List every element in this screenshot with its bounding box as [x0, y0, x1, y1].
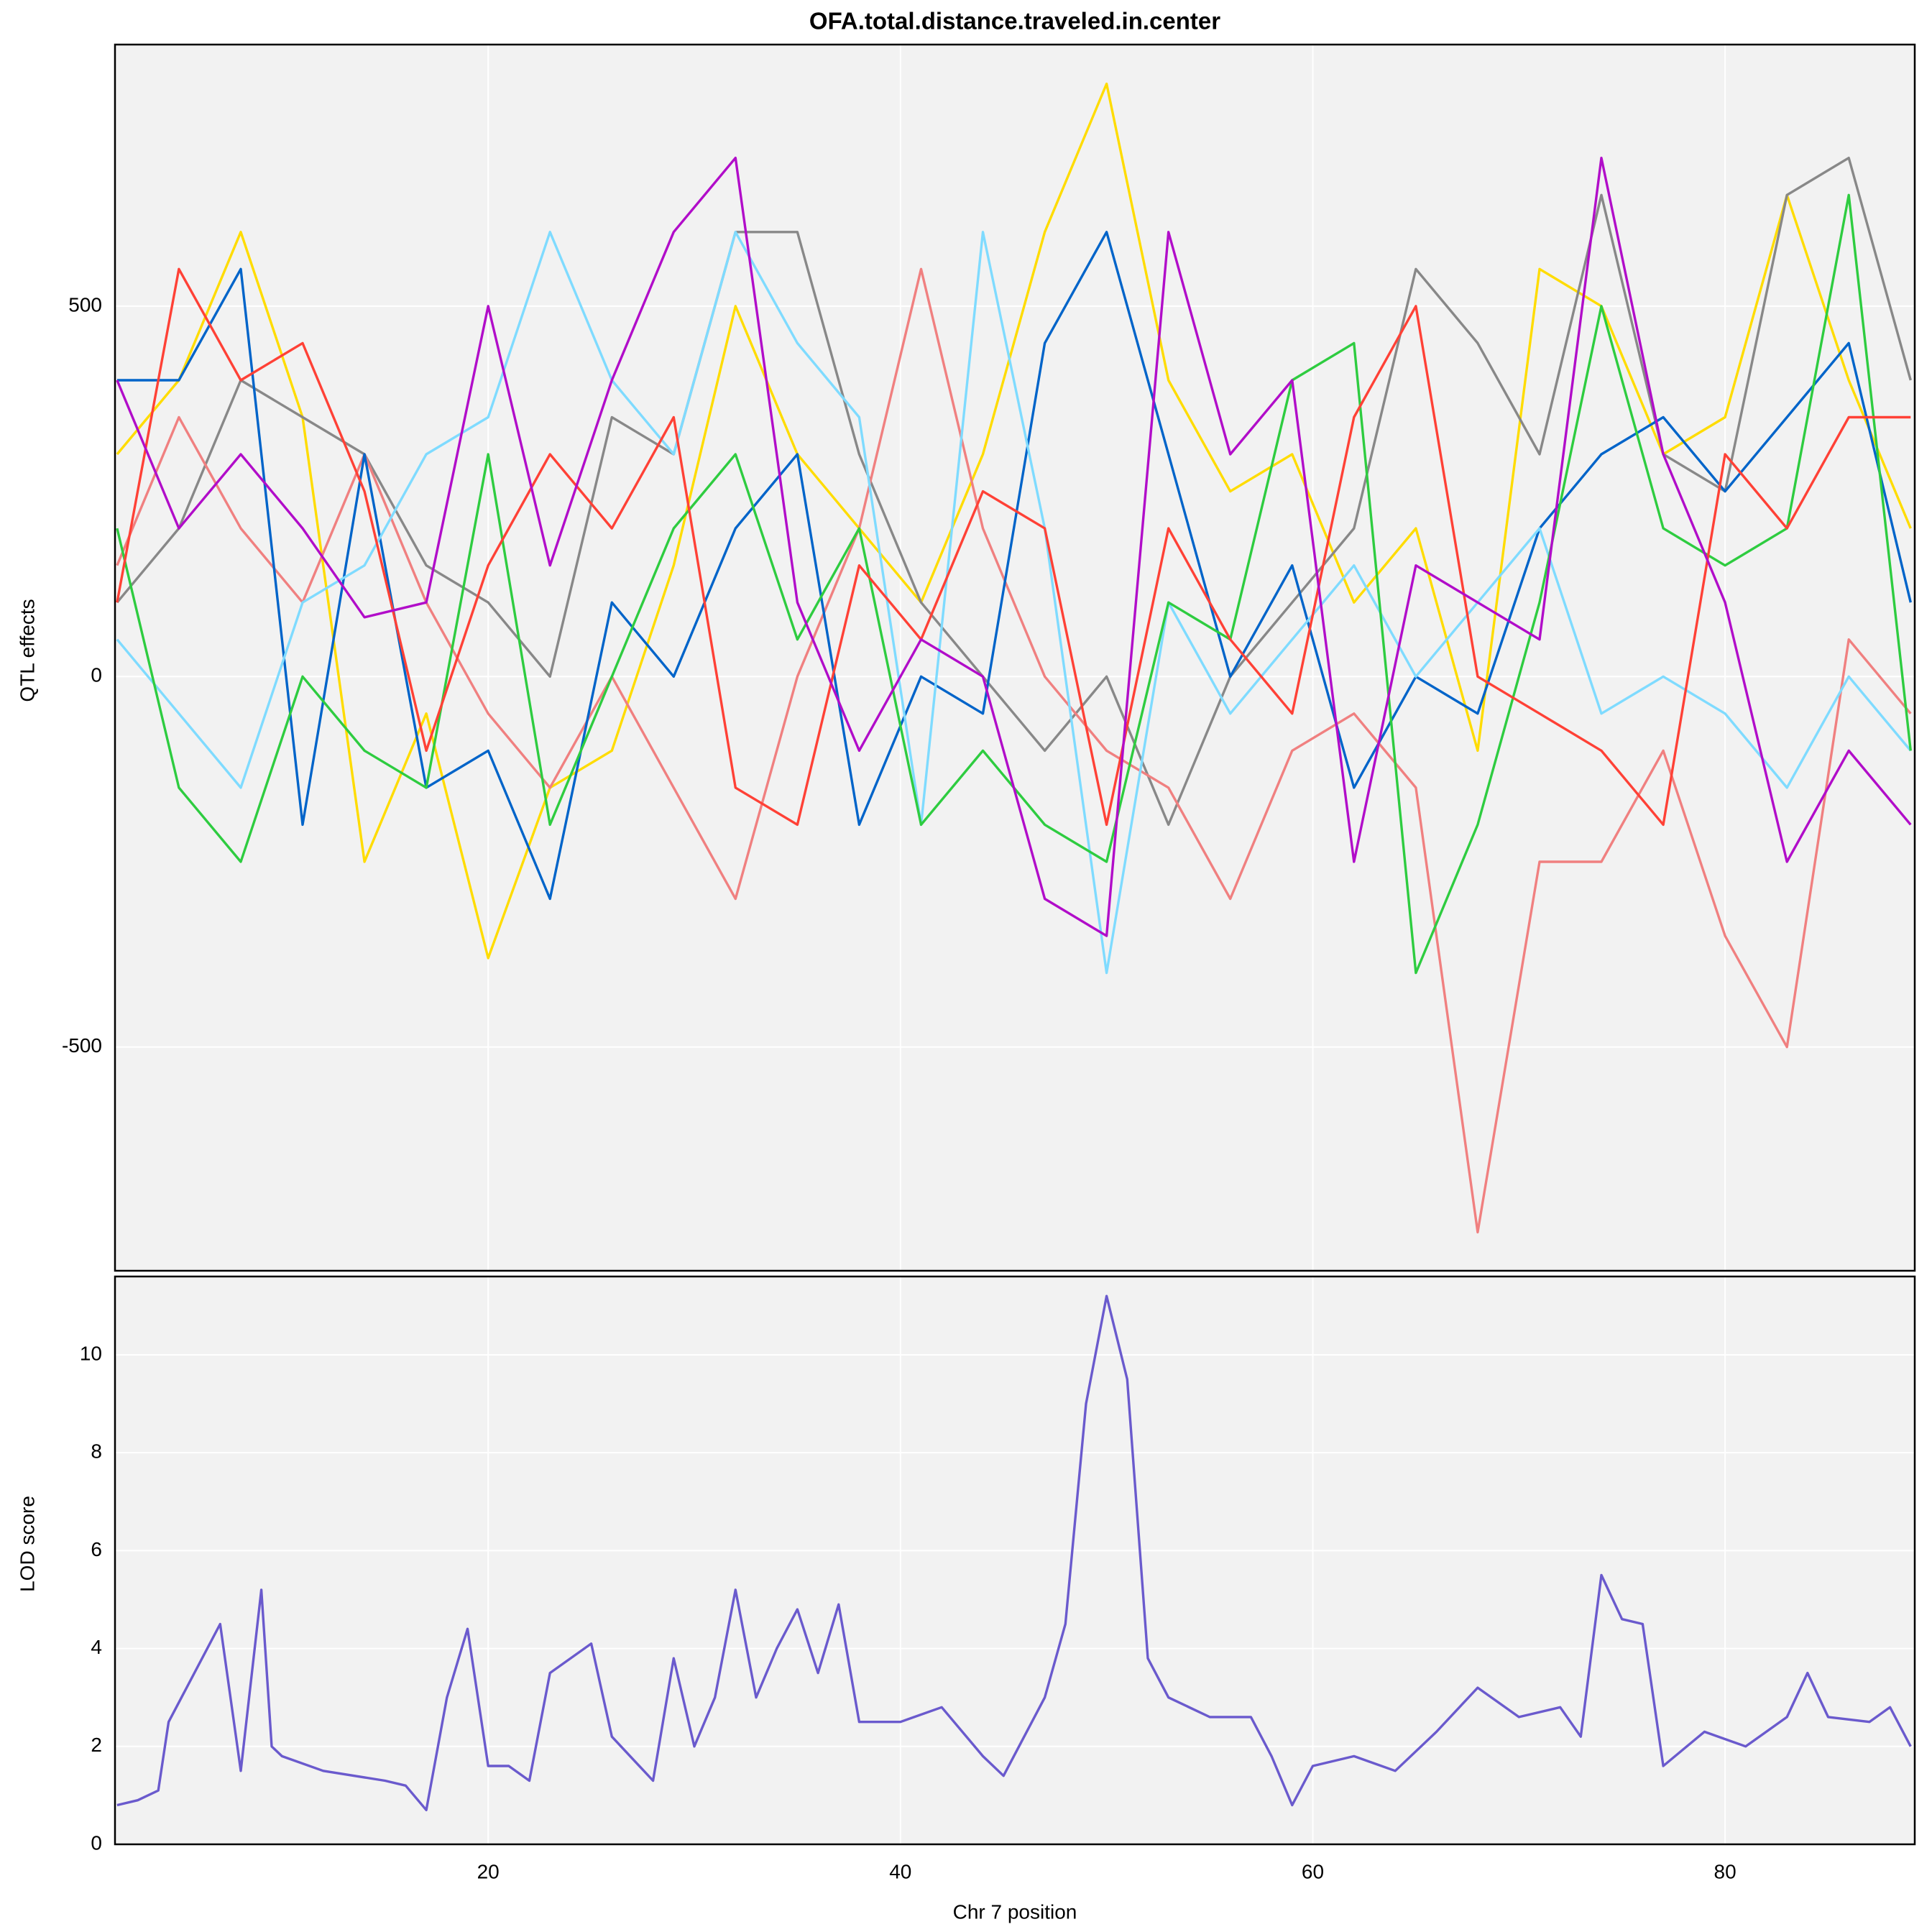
- series-line: [116, 267, 1912, 1234]
- x-tick-label: 60: [1302, 1860, 1324, 1882]
- series-line: [116, 157, 1912, 937]
- y-tick-label: 10: [80, 1342, 102, 1364]
- y-axis-label: LOD score: [16, 1496, 38, 1592]
- y-axis-label: QTL effects: [16, 599, 38, 702]
- x-tick-label: 80: [1714, 1860, 1736, 1882]
- y-tick-label: -500: [62, 1034, 102, 1057]
- x-axis-label: Chr 7 position: [953, 1900, 1077, 1923]
- series-line: [116, 157, 1912, 827]
- y-tick-label: 2: [91, 1734, 102, 1756]
- x-tick-label: 20: [477, 1860, 500, 1882]
- series-line: [116, 231, 1912, 901]
- series-line: [116, 267, 1911, 827]
- series-line: [116, 1294, 1912, 1811]
- y-tick-label: 6: [91, 1538, 102, 1560]
- chart-title: OFA.total.distance.traveled.in.center: [809, 8, 1220, 34]
- plot-border: [114, 1275, 1916, 1846]
- y-tick-label: 8: [91, 1440, 102, 1463]
- y-tick-label: 4: [91, 1636, 102, 1658]
- y-tick-label: 0: [91, 664, 102, 686]
- series-line: [116, 231, 1912, 975]
- plot-background: [115, 45, 1915, 1271]
- x-tick-label: 40: [889, 1860, 911, 1882]
- y-tick-label: 500: [68, 293, 102, 316]
- plot-background: [115, 1276, 1915, 1844]
- y-tick-label: 0: [91, 1831, 102, 1854]
- plot-border: [114, 43, 1916, 1272]
